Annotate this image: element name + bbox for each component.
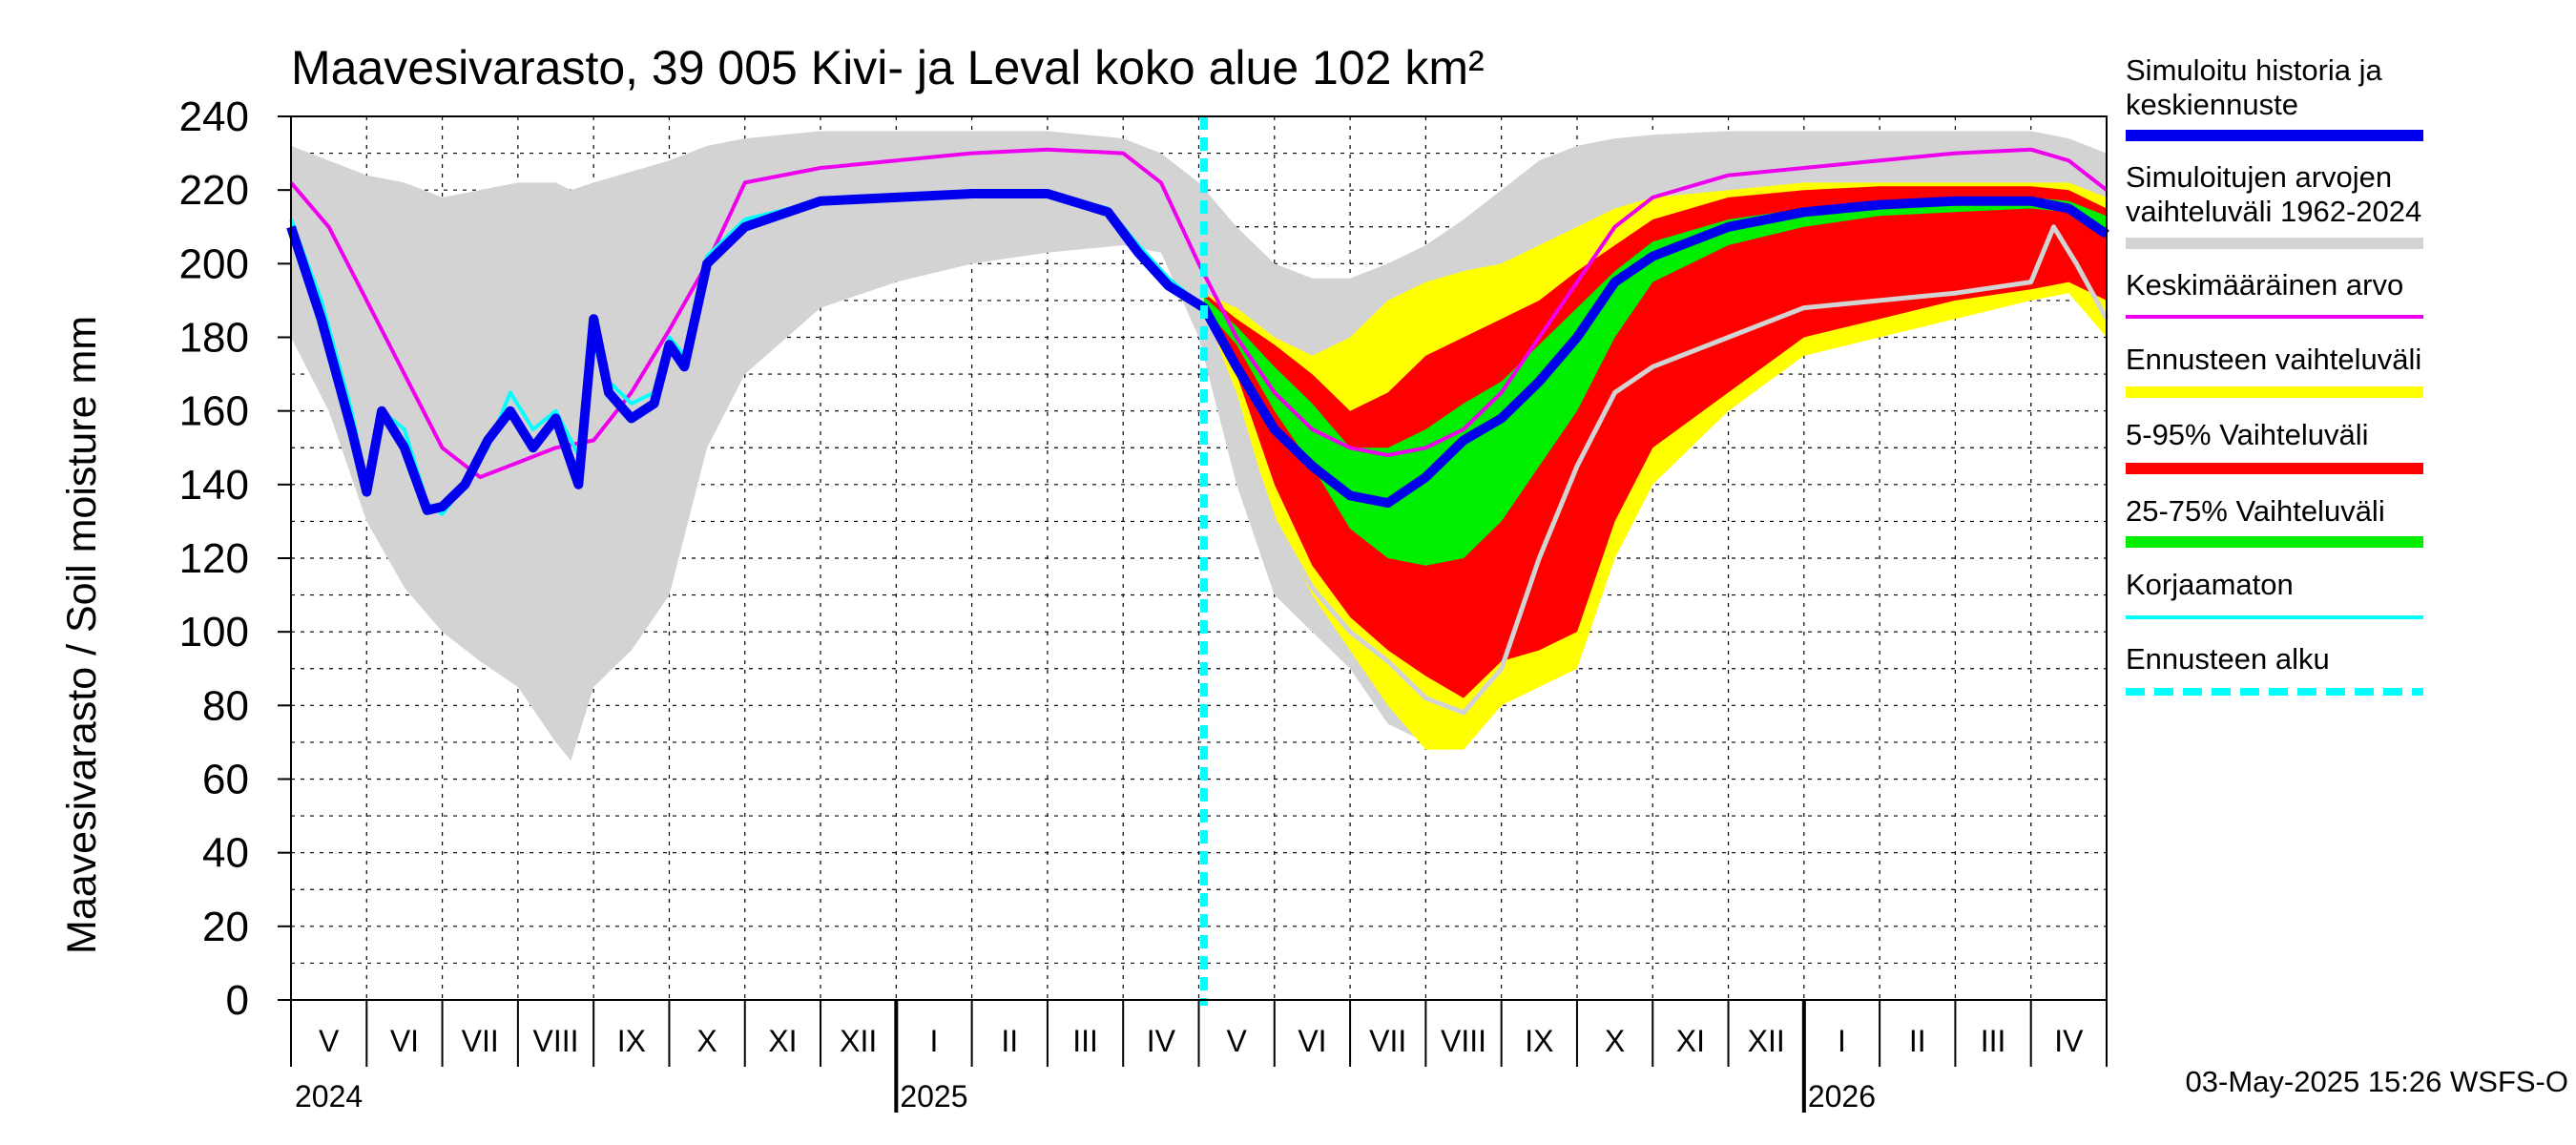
line-layer [286,116,2109,1006]
y-tick-label: 180 [179,315,249,362]
y-tick-label: 20 [202,904,249,950]
y-tick-label: 140 [179,462,249,509]
legend-label: Simuloitujen arvojen vaihteluväli 1962-20… [2126,160,2421,228]
month-tick-label: III [1981,1024,2006,1058]
month-tick-label: X [1605,1024,1625,1058]
month-tick-label: XII [840,1024,877,1058]
legend-label: 5-95% Vaihteluväli [2126,418,2368,451]
month-tick-label: XII [1748,1024,1785,1058]
month-tick-label: X [696,1024,717,1058]
y-tick-label: 80 [202,682,249,729]
month-tick-label: VII [1369,1024,1406,1058]
y-tick-label: 240 [179,94,249,140]
month-tick-label: VIII [533,1024,579,1058]
month-tick-label: IX [617,1024,646,1058]
legend-label: Keskimääräinen arvo [2126,268,2403,302]
month-tick-label: XI [768,1024,797,1058]
month-tick-label: I [1838,1024,1846,1058]
x-tick-labels: V VI VII VIII IX X XI XII I II III IV V VI VII VIII IX X X… [295,1024,2084,1114]
month-tick-label: I [930,1024,939,1058]
month-tick-label: VI [390,1024,419,1058]
month-tick-label: V [319,1024,340,1058]
month-tick-label: II [1909,1024,1926,1058]
axes [278,115,2108,1113]
series-line-keskim-r-inen-arvo [289,147,2109,480]
month-tick-label: VIII [1441,1024,1486,1058]
y-tick-label: 60 [202,757,249,803]
year-tick-label: 2026 [1808,1079,1876,1114]
y-tick-label: 160 [179,388,249,435]
series-line-simuloitu-historia-ja-keskiennuste [286,189,2109,515]
y-tick-label: 200 [179,240,249,287]
month-tick-label: II [1001,1024,1018,1058]
month-tick-label: VII [462,1024,499,1058]
y-tick-label: 120 [179,535,249,582]
footer-timestamp: 03-May-2025 15:26 WSFS-O [2186,1065,2568,1098]
legend-label: 25-75% Vaihteluväli [2126,494,2385,528]
year-tick-label: 2025 [900,1079,967,1114]
chart-title: Maavesivarasto, 39 005 Kivi- ja Leval ko… [291,41,1485,94]
y-tick-label: 0 [226,977,249,1024]
y-tick-label: 40 [202,830,249,877]
legend-label: Simuloitu historia ja keskiennuste [2126,53,2383,121]
month-tick-label: XI [1676,1024,1705,1058]
month-tick-label: VI [1298,1024,1326,1058]
month-tick-label: V [1226,1024,1247,1058]
y-axis-label: Maavesivarasto / Soil moisture mm [59,316,105,954]
legend-label: Korjaamaton [2126,568,2294,601]
year-tick-label: 2024 [295,1079,363,1114]
month-tick-label: III [1072,1024,1098,1058]
series-line-ennusteen-mediaani [1201,224,2109,716]
y-tick-label: 100 [179,609,249,656]
month-tick-label: IV [2054,1024,2084,1058]
month-tick-label: IX [1525,1024,1553,1058]
band-5-95-vaihteluv-li [1204,186,2107,698]
legend-label: Ennusteen alku [2126,642,2330,676]
month-tick-label: IV [1147,1024,1176,1058]
y-tick-label: 220 [179,167,249,214]
y-tick-labels: 0 20 40 60 80 100 120 140 160 180 200 220 240 [179,94,249,1024]
legend-label: Ennusteen vaihteluväli [2126,343,2421,376]
legend: Simuloitu historia ja keskiennuste Simuloi… [2126,53,2423,696]
